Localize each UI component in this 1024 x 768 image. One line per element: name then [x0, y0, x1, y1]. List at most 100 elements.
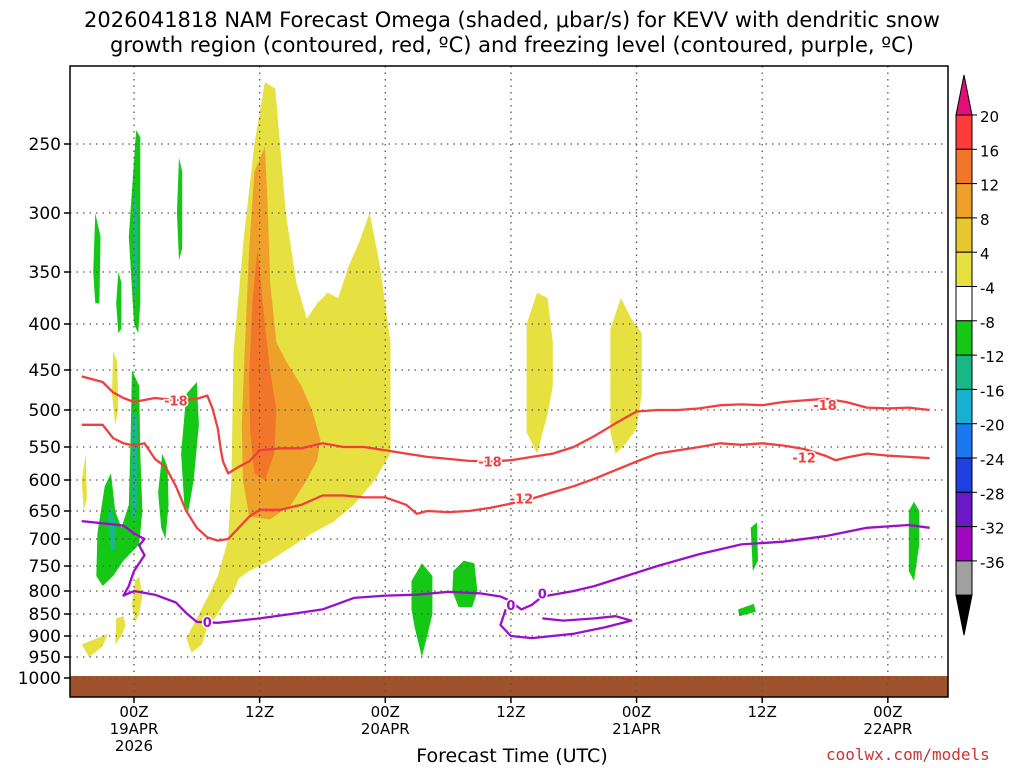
omega-region: [158, 453, 169, 539]
omega-region: [249, 248, 277, 480]
chart-title-line2: growth region (contoured, red, ºC) and f…: [110, 33, 914, 57]
y-tick-label: 750: [29, 557, 61, 577]
y-tick-label: 250: [29, 135, 61, 155]
omega-region: [452, 560, 478, 608]
colorbar-segment: [955, 217, 973, 253]
colorbar-segment: [955, 560, 973, 596]
colorbar-label: -8: [980, 314, 995, 332]
y-tick-label: 800: [29, 582, 61, 602]
contour-label: -18: [813, 399, 837, 414]
colorbar-label: -24: [980, 451, 1005, 469]
grid-layer: [70, 66, 948, 697]
colorbar: 20 16 12 8 4 -4 -8 -12 -16 -20 -24 -28 -32 -36: [955, 74, 1005, 636]
y-tick-label: 450: [29, 361, 61, 381]
omega-region: [133, 185, 138, 304]
omega-region: [93, 213, 101, 304]
omega-region: [81, 633, 108, 657]
y-tick-label: 900: [29, 627, 61, 647]
colorbar-segment: [955, 114, 973, 150]
colorbar-segment: [955, 148, 973, 185]
colorbar-label: 16: [980, 142, 999, 160]
y-tick-label: 650: [29, 502, 61, 522]
x-tick-label: 00Z: [622, 703, 651, 721]
y-tick-label: 300: [29, 204, 61, 224]
colorbar-segment: [955, 423, 973, 459]
omega-region: [116, 272, 122, 334]
contour-label: 0: [506, 599, 515, 614]
x-tick-label: 12Z: [748, 703, 777, 721]
x-tick-label: 00Z: [873, 703, 902, 721]
omega-region: [526, 292, 553, 454]
y-tick-label: 500: [29, 401, 61, 421]
contour-line: [81, 423, 930, 542]
contour-label: -12: [792, 452, 816, 467]
x-tick-label: 00Z: [371, 703, 400, 721]
omega-region: [750, 522, 758, 571]
colorbar-label: 4: [980, 245, 990, 263]
omega-region: [908, 501, 920, 581]
colorbar-label: -36: [980, 554, 1005, 572]
omega-region: [130, 410, 138, 523]
omega-region: [112, 351, 119, 425]
chart-title-line1: 2026041818 NAM Forecast Omega (shaded, μ…: [84, 8, 940, 32]
y-tick-label: 850: [29, 605, 61, 625]
x-tick-label: 2026: [115, 737, 153, 755]
colorbar-segment: [955, 183, 973, 219]
omega-region: [181, 382, 199, 511]
y-tick-label: 400: [29, 315, 61, 335]
colorbar-label: -20: [980, 417, 1005, 435]
colorbar-label: -16: [980, 382, 1005, 400]
x-tick-label: 19APR: [110, 720, 159, 738]
axis-layer: 2503003504004505005506006507007508008509…: [18, 135, 913, 755]
contour-label: -12: [510, 493, 534, 508]
colorbar-segment: [955, 388, 973, 425]
y-tick-label: 950: [29, 648, 61, 668]
contour-label: -18: [164, 394, 188, 409]
x-axis-label: Forecast Time (UTC): [416, 745, 608, 767]
omega-region: [176, 157, 183, 261]
colorbar-label: 8: [980, 211, 990, 229]
ground-layer: [70, 676, 948, 697]
omega-region: [738, 603, 756, 617]
ground-surface: [70, 676, 948, 697]
colorbar-top-arrow: [955, 74, 973, 116]
colorbar-segment: [955, 457, 973, 493]
site-credit: coolwx.com/models: [826, 745, 990, 764]
colorbar-label: 12: [980, 177, 999, 195]
contour-label: 0: [203, 616, 212, 631]
omega-region: [115, 616, 126, 645]
contour-line: [81, 519, 930, 624]
colorbar-label: -28: [980, 485, 1005, 503]
colorbar-segment: [955, 320, 973, 356]
colorbar-label: -12: [980, 348, 1005, 366]
omega-region: [131, 576, 143, 623]
y-tick-label: 700: [29, 530, 61, 550]
colorbar-bottom-arrow: [955, 594, 973, 636]
y-tick-label: 350: [29, 263, 61, 283]
colorbar-label: -32: [980, 520, 1005, 538]
contour-label: -18: [478, 456, 502, 471]
omega-region: [107, 504, 116, 550]
colorbar-segment: [955, 251, 973, 287]
plot-frame-layer: [69, 65, 949, 698]
plot-frame: [69, 65, 949, 698]
contour-line: [499, 609, 633, 640]
x-tick-label: 22APR: [863, 720, 912, 738]
colorbar-label: 20: [980, 108, 999, 126]
y-tick-label: 550: [29, 438, 61, 458]
colorbar-segment: [955, 491, 973, 528]
omega-region: [81, 453, 87, 511]
colorbar-segment: [955, 526, 973, 562]
y-tick-label: 600: [29, 471, 61, 491]
x-tick-label: 12Z: [245, 703, 274, 721]
y-tick-label: 1000: [18, 669, 61, 689]
contour-label: 0: [538, 587, 547, 602]
x-tick-label: 12Z: [496, 703, 525, 721]
x-tick-label: 00Z: [119, 703, 148, 721]
colorbar-segment: [955, 286, 973, 322]
x-tick-label: 20APR: [361, 720, 410, 738]
colorbar-label: -4: [980, 280, 995, 298]
omega-region: [411, 563, 433, 657]
omega-region: [610, 298, 642, 454]
